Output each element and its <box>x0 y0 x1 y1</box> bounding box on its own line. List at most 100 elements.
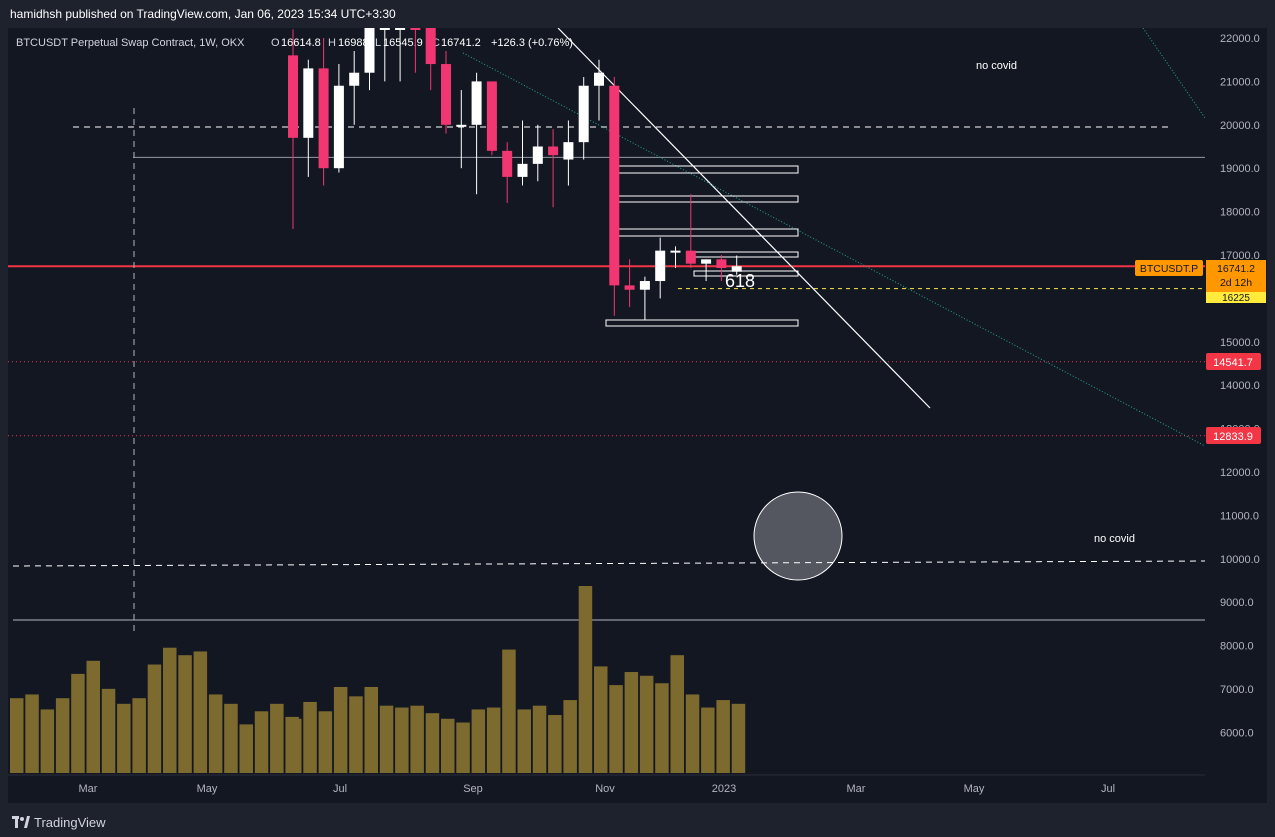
price-tick-label: 18000.0 <box>1220 207 1260 219</box>
svg-text:16741.2: 16741.2 <box>1217 263 1255 275</box>
candle-body <box>624 285 635 290</box>
candle-body <box>333 85 344 169</box>
last-price-tag: 16741.2 2d 12h <box>1206 260 1266 292</box>
candle-body <box>288 55 298 138</box>
volume-bar <box>731 703 746 773</box>
price-tick-label: 7000.0 <box>1220 684 1254 696</box>
time-tick-label: Jul <box>1101 783 1115 795</box>
candlesticks <box>288 28 742 321</box>
time-scale[interactable]: Mar May Jul Sep Nov 2023 Mar May Jul <box>8 774 1205 795</box>
price-tick-label: 10000.0 <box>1220 554 1260 566</box>
time-tick-label: May <box>964 783 985 795</box>
volume-bar <box>147 664 162 773</box>
volume-bar <box>624 672 639 773</box>
candle-body <box>517 163 528 177</box>
chart-pane[interactable]: BTCUSDT Perpetual Swap Contract, 1W, OKX… <box>8 27 1267 803</box>
volume-bar <box>456 722 470 773</box>
volume-bar <box>40 709 55 773</box>
tradingview-logo-icon <box>12 816 30 828</box>
candle-body <box>578 85 589 143</box>
volume-bar <box>318 711 333 773</box>
volume-bar <box>425 713 440 773</box>
volume-bar <box>163 647 177 773</box>
candle-body <box>731 266 742 272</box>
channel-line-upper <box>1142 27 1206 119</box>
volume-bar <box>208 694 223 773</box>
candle-body <box>502 150 513 177</box>
volume-bar <box>548 715 562 773</box>
price-tick-label: 22000.0 <box>1220 33 1260 45</box>
volume-bar <box>639 675 654 773</box>
price-tick-label: 6000.0 <box>1220 727 1254 739</box>
price-scale-bg <box>1205 28 1267 803</box>
volume-bar <box>71 673 85 773</box>
candle-body <box>486 81 497 151</box>
volume-bar <box>410 705 424 773</box>
candle-body <box>364 28 375 73</box>
candle-body <box>655 250 666 282</box>
time-tick-label: Nov <box>595 783 615 795</box>
change-value: +126.3 (+0.76%) <box>491 37 573 49</box>
support-price-tag: 16225 <box>1206 292 1266 304</box>
trend-line <box>557 27 931 409</box>
level-2-tag: 12833.9 <box>1206 427 1261 444</box>
time-tick-label: Sep <box>463 783 483 795</box>
svg-text:16225: 16225 <box>1222 293 1250 304</box>
price-chart[interactable]: BTCUSDT Perpetual Swap Contract, 1W, OKX… <box>8 27 1267 803</box>
publish-header: hamidhsh published on TradingView.com, J… <box>0 0 1275 28</box>
volume-bar <box>86 660 100 773</box>
volume-bar <box>395 707 409 773</box>
candle-body <box>548 146 559 156</box>
open-value: 16614.8 <box>281 37 321 49</box>
volume-bar <box>288 718 302 773</box>
price-tick-label: 8000.0 <box>1220 641 1254 653</box>
volume-bar <box>239 724 253 773</box>
low-value: 16545.9 <box>383 37 423 49</box>
price-tick-label: 20000.0 <box>1220 120 1260 132</box>
candle-body <box>563 142 574 160</box>
time-tick-label: Jul <box>333 783 347 795</box>
high-label: H <box>328 37 336 49</box>
high-value: 16988 <box>338 37 369 49</box>
volume-bar <box>716 700 730 773</box>
candle-body <box>456 124 467 127</box>
candle-body <box>609 85 620 286</box>
candle-body <box>532 146 543 164</box>
price-tick-label: 19000.0 <box>1220 163 1260 175</box>
volume-bar <box>471 709 486 773</box>
candle-body <box>639 281 650 290</box>
candle-body <box>670 250 681 253</box>
level-1-tag: 14541.7 <box>1206 353 1261 370</box>
volume-bar <box>594 666 608 773</box>
price-tick-label: 12000.0 <box>1220 467 1260 479</box>
price-tick-label: 21000.0 <box>1220 76 1260 88</box>
publisher-text: hamidhsh published on TradingView.com, J… <box>10 7 396 21</box>
close-value: 16741.2 <box>441 37 481 49</box>
candle-body <box>716 259 727 269</box>
svg-text:BTCUSDT.P: BTCUSDT.P <box>1140 263 1198 275</box>
volume-bar <box>178 655 192 773</box>
volume-bar <box>563 700 577 773</box>
zone-rectangle <box>605 319 799 327</box>
volume-bars <box>10 586 746 773</box>
time-tick-label: Mar <box>847 783 866 795</box>
price-scale[interactable]: 22000.0 21000.0 20000.0 19000.0 18000.0 17000… <box>1205 28 1267 803</box>
price-tick-label: 17000.0 <box>1220 250 1260 262</box>
volume-bar <box>609 685 623 773</box>
note-bottom: no covid <box>1094 533 1135 545</box>
volume-bar <box>117 703 131 773</box>
candle-body <box>410 28 421 30</box>
candle-body <box>594 72 604 86</box>
candle-body <box>471 81 482 125</box>
note-top: no covid <box>976 60 1017 72</box>
volume-bar <box>25 694 39 773</box>
time-tick-label: Mar <box>79 783 98 795</box>
fib-label: 618 <box>725 271 755 291</box>
symbol-tag: BTCUSDT.P <box>1135 260 1203 276</box>
volume-bar <box>333 686 348 773</box>
time-tick-label: 2023 <box>712 783 736 795</box>
zone-rectangle <box>693 270 799 277</box>
volume-bar <box>132 698 146 773</box>
candle-body <box>701 259 712 264</box>
highlight-circle <box>753 491 843 581</box>
